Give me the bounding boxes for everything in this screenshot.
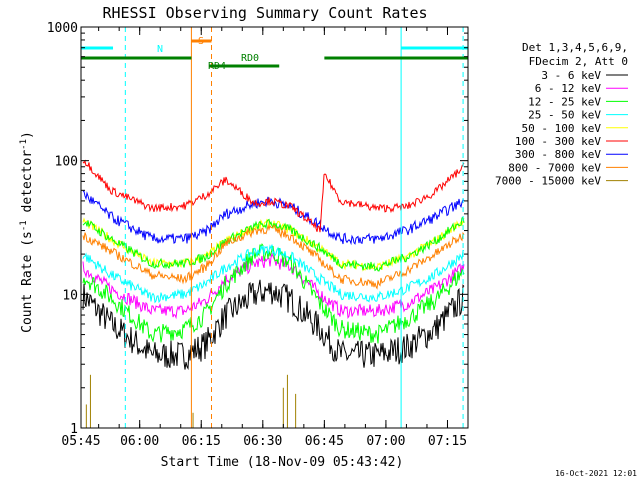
series-line-5: [82, 216, 465, 272]
series-line-1: [82, 252, 465, 320]
x-tick-label-6: 07:15: [428, 434, 467, 449]
series-line-2: [82, 243, 465, 344]
y-tick-label-2: 100: [55, 155, 78, 170]
x-tick-label-4: 06:45: [305, 434, 344, 449]
legend-label-3: 25 - 50 keV: [528, 109, 601, 122]
annotation-rd0: RD0: [241, 53, 259, 64]
legend-label-2: 12 - 25 keV: [528, 95, 601, 108]
legend-label-5: 100 - 300 keV: [515, 135, 601, 148]
y-axis-label: Count Rate (s-1 detector-1): [19, 131, 35, 333]
y-tick-label-3: 1000: [47, 21, 78, 36]
x-tick-label-5: 07:00: [366, 434, 405, 449]
plot-area: N S RD0 RD4 1 10 100 1000 05:45 06:00 06:15 06:30 06…: [47, 21, 469, 449]
series-line-3: [82, 244, 465, 304]
legend-label-4: 50 - 100 keV: [522, 122, 602, 135]
x-tick-label-0: 05:45: [61, 434, 100, 449]
x-tick-label-3: 06:30: [243, 434, 282, 449]
plot-frame: [80, 26, 469, 429]
footer-timestamp: 16-Oct-2021 12:01: [555, 469, 637, 478]
x-tick-label-2: 06:15: [182, 434, 221, 449]
y-tick-label-0: 1: [70, 422, 78, 437]
chart-title: RHESSI Observing Summary Count Rates: [102, 4, 427, 22]
legend-label-7: 800 - 7000 keV: [508, 161, 601, 174]
legend: Det 1,3,4,5,6,9,FDecim 2, Att 03 - 6 keV…: [495, 41, 628, 188]
legend-label-1: 6 - 12 keV: [535, 82, 602, 95]
legend-header-0: Det 1,3,4,5,6,9,: [522, 41, 628, 54]
series-line-0: [82, 279, 465, 370]
legend-label-6: 300 - 800 keV: [515, 148, 601, 161]
annotation-n: N: [157, 44, 163, 55]
annotation-rd4: RD4: [208, 61, 226, 72]
legend-header-1: FDecim 2, Att 0: [529, 55, 628, 68]
legend-label-0: 3 - 6 keV: [541, 69, 601, 82]
series-line-7: [82, 223, 465, 290]
series-line-red: [82, 159, 465, 233]
legend-label-8: 7000 - 15000 keV: [495, 175, 601, 188]
annotation-s: S: [198, 36, 204, 47]
y-tick-label-1: 10: [62, 288, 78, 303]
x-tick-label-1: 06:00: [120, 434, 159, 449]
x-axis-label: Start Time (18-Nov-09 05:43:42): [161, 455, 404, 470]
